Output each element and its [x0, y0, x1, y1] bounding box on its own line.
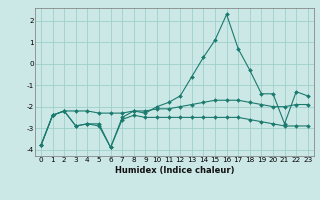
X-axis label: Humidex (Indice chaleur): Humidex (Indice chaleur) — [115, 166, 234, 175]
